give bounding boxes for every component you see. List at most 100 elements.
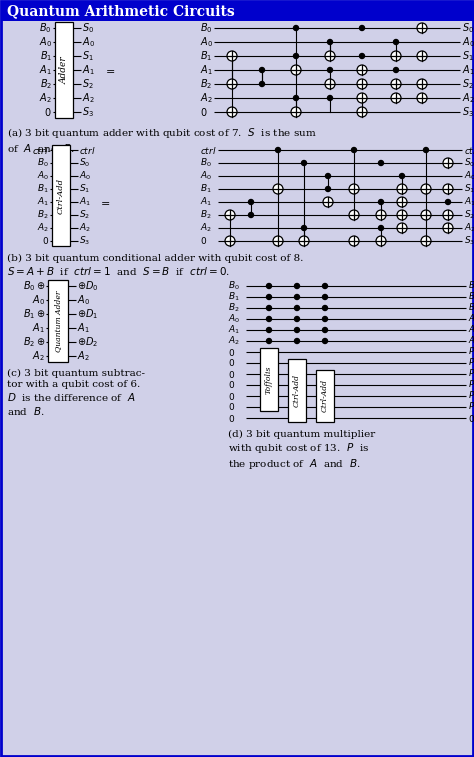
Text: $B_0\oplus$: $B_0\oplus$ bbox=[23, 279, 45, 293]
Text: $S_2$: $S_2$ bbox=[79, 209, 90, 221]
Text: $P_1$: $P_1$ bbox=[468, 357, 474, 369]
Circle shape bbox=[293, 54, 299, 58]
FancyBboxPatch shape bbox=[260, 348, 278, 411]
Text: $P_4$: $P_4$ bbox=[468, 390, 474, 402]
FancyBboxPatch shape bbox=[52, 145, 70, 246]
FancyBboxPatch shape bbox=[316, 370, 334, 422]
Circle shape bbox=[359, 26, 365, 30]
Text: $0$: $0$ bbox=[200, 106, 208, 118]
Text: $P_0$: $P_0$ bbox=[468, 346, 474, 358]
Text: (c) 3 bit quantum subtrac-
tor with a qubit cost of 6.
$D$  is the difference of: (c) 3 bit quantum subtrac- tor with a qu… bbox=[7, 369, 145, 416]
Circle shape bbox=[266, 294, 272, 300]
Text: $S_0$: $S_0$ bbox=[82, 21, 94, 35]
Text: $=$: $=$ bbox=[98, 197, 110, 207]
FancyBboxPatch shape bbox=[288, 359, 306, 422]
Text: $B_0$: $B_0$ bbox=[200, 157, 212, 170]
Text: $A_0$: $A_0$ bbox=[228, 313, 240, 326]
Circle shape bbox=[322, 284, 328, 288]
Text: $0$: $0$ bbox=[228, 347, 235, 357]
Circle shape bbox=[397, 197, 407, 207]
Text: $B_2$: $B_2$ bbox=[200, 209, 211, 221]
Circle shape bbox=[294, 338, 300, 344]
Circle shape bbox=[379, 200, 383, 204]
Circle shape bbox=[417, 23, 427, 33]
FancyBboxPatch shape bbox=[48, 280, 68, 362]
Text: $B_1$: $B_1$ bbox=[228, 291, 240, 304]
Text: $B_1$: $B_1$ bbox=[200, 182, 212, 195]
Circle shape bbox=[359, 54, 365, 58]
Circle shape bbox=[259, 67, 264, 73]
Text: (a) 3 bit quantum adder with qubit cost of 7.  $S$  is the sum
of  $A$  and  $B$: (a) 3 bit quantum adder with qubit cost … bbox=[7, 126, 317, 154]
Text: $A_1$: $A_1$ bbox=[39, 63, 52, 77]
Circle shape bbox=[397, 184, 407, 194]
Text: $A_0$: $A_0$ bbox=[37, 170, 49, 182]
Circle shape bbox=[294, 328, 300, 332]
Text: $B_0$: $B_0$ bbox=[39, 21, 52, 35]
Circle shape bbox=[423, 148, 428, 152]
Text: $A_1$: $A_1$ bbox=[228, 324, 240, 336]
Circle shape bbox=[417, 79, 427, 89]
Text: $A_2$: $A_2$ bbox=[200, 91, 213, 105]
Text: $A_2$: $A_2$ bbox=[228, 335, 240, 347]
Text: $A_2$: $A_2$ bbox=[200, 222, 212, 234]
Circle shape bbox=[294, 316, 300, 322]
Text: Quantum Arithmetic Circuits: Quantum Arithmetic Circuits bbox=[7, 4, 235, 18]
Circle shape bbox=[325, 79, 335, 89]
Circle shape bbox=[443, 158, 453, 168]
Circle shape bbox=[357, 79, 367, 89]
Circle shape bbox=[266, 338, 272, 344]
Text: $A_0$: $A_0$ bbox=[200, 170, 212, 182]
Text: Toffolis: Toffolis bbox=[265, 366, 273, 394]
Circle shape bbox=[322, 306, 328, 310]
Text: $A_1$: $A_1$ bbox=[200, 196, 212, 208]
Text: $A_0$: $A_0$ bbox=[39, 35, 52, 49]
Text: $0$: $0$ bbox=[228, 413, 235, 423]
Text: $0$: $0$ bbox=[228, 379, 235, 391]
Text: $S_1$: $S_1$ bbox=[462, 49, 474, 63]
Text: $B_0$: $B_0$ bbox=[228, 280, 240, 292]
Circle shape bbox=[227, 51, 237, 61]
Text: $A_1$: $A_1$ bbox=[468, 324, 474, 336]
Text: $A_0$: $A_0$ bbox=[79, 170, 91, 182]
FancyBboxPatch shape bbox=[1, 1, 473, 21]
Text: $B_2$: $B_2$ bbox=[37, 209, 49, 221]
FancyBboxPatch shape bbox=[55, 22, 73, 118]
Text: $ctrl$: $ctrl$ bbox=[79, 145, 96, 155]
Text: $\oplus D_0$: $\oplus D_0$ bbox=[77, 279, 99, 293]
Text: $B_1\oplus$: $B_1\oplus$ bbox=[23, 307, 45, 321]
Text: $S_3$: $S_3$ bbox=[79, 235, 90, 248]
Text: $B_1$: $B_1$ bbox=[200, 49, 212, 63]
Text: Ctrl-Add: Ctrl-Add bbox=[57, 177, 65, 213]
Text: $A_1$: $A_1$ bbox=[32, 321, 45, 335]
Text: $A_2$: $A_2$ bbox=[37, 222, 49, 234]
Circle shape bbox=[379, 226, 383, 230]
Circle shape bbox=[376, 210, 386, 220]
Circle shape bbox=[248, 200, 254, 204]
Text: Ctrl-Add: Ctrl-Add bbox=[321, 379, 329, 413]
Circle shape bbox=[417, 93, 427, 103]
Circle shape bbox=[291, 65, 301, 75]
Circle shape bbox=[227, 79, 237, 89]
Circle shape bbox=[349, 236, 359, 246]
Text: $A_0$: $A_0$ bbox=[200, 35, 213, 49]
Text: (d) 3 bit quantum multiplier
with qubit cost of 13.  $P$  is
the product of  $A$: (d) 3 bit quantum multiplier with qubit … bbox=[228, 430, 375, 471]
Circle shape bbox=[293, 26, 299, 30]
Text: $P_5$: $P_5$ bbox=[468, 400, 474, 413]
Circle shape bbox=[328, 39, 332, 45]
Text: $0$: $0$ bbox=[45, 106, 52, 118]
Text: $B_2$: $B_2$ bbox=[228, 302, 239, 314]
Circle shape bbox=[421, 184, 431, 194]
Text: $A_1$: $A_1$ bbox=[462, 63, 474, 77]
Text: $S_1$: $S_1$ bbox=[82, 49, 94, 63]
Text: $A_0$: $A_0$ bbox=[462, 35, 474, 49]
Text: Ctrl-Add: Ctrl-Add bbox=[293, 374, 301, 407]
Text: $A_0$: $A_0$ bbox=[82, 35, 95, 49]
Circle shape bbox=[421, 210, 431, 220]
Circle shape bbox=[259, 82, 264, 86]
Circle shape bbox=[322, 316, 328, 322]
Circle shape bbox=[393, 39, 399, 45]
Text: $B_0$: $B_0$ bbox=[200, 21, 212, 35]
Circle shape bbox=[294, 306, 300, 310]
Circle shape bbox=[417, 51, 427, 61]
Circle shape bbox=[391, 79, 401, 89]
